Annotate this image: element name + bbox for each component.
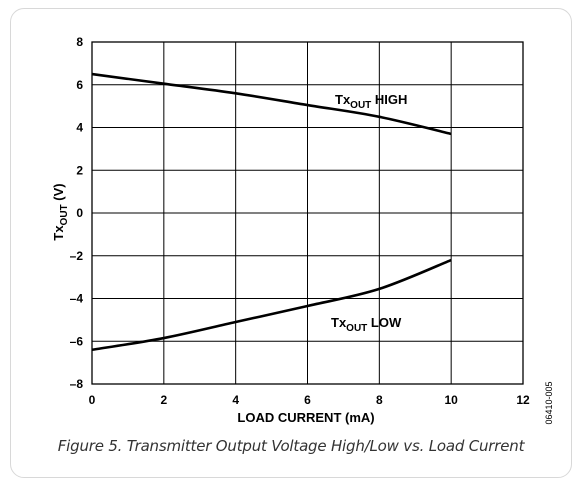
series-layer (91, 72, 452, 352)
series-label-low-sub: OUT (346, 323, 367, 334)
y-tick-label: –6 (70, 334, 84, 348)
figure-id: 06410-005 (544, 381, 554, 424)
y-tick-label: 8 (76, 35, 83, 49)
y-tick-labels: 8 6 4 2 0 –2 –4 –6 –8 (70, 35, 84, 391)
x-tick-label: 6 (304, 393, 311, 407)
y-tick-label: –2 (70, 249, 84, 263)
y-tick-label: 6 (76, 78, 83, 92)
figure-caption: Figure 5. Transmitter Output Voltage Hig… (57, 437, 525, 455)
x-tick-label: 12 (516, 393, 530, 407)
series-label-high-sub: OUT (350, 100, 371, 111)
series-label-high-suffix: HIGH (371, 92, 407, 107)
y-axis-title-sub: OUT (59, 204, 70, 225)
y-tick-label: –8 (70, 377, 84, 391)
grid (92, 42, 523, 384)
series-label-high-main: Tx (335, 92, 351, 107)
x-axis-title: LOAD CURRENT (mA) (237, 410, 374, 425)
series-label-low-suffix: LOW (367, 315, 402, 330)
y-tick-label: 2 (76, 163, 83, 177)
x-tick-label: 0 (89, 393, 96, 407)
y-axis-title-unit: (V) (51, 183, 66, 204)
series-label-low-main: Tx (331, 315, 347, 330)
series-line-low (91, 258, 452, 352)
x-tick-label: 4 (232, 393, 239, 407)
y-axis-title: TxOUT (V) (51, 183, 70, 240)
series-label-high: TxOUT HIGH (335, 92, 407, 111)
plot-border (91, 41, 524, 385)
x-tick-label: 2 (160, 393, 167, 407)
y-tick-label: 4 (76, 121, 83, 135)
x-tick-labels: 0 2 4 6 8 10 12 (89, 393, 530, 407)
series-label-low: TxOUT LOW (331, 315, 402, 334)
x-tick-label: 8 (376, 393, 383, 407)
figure-frame (10, 8, 572, 478)
series-line-high (91, 72, 452, 136)
y-tick-label: –4 (70, 292, 84, 306)
y-tick-label: 0 (76, 206, 83, 220)
y-axis-title-main: Tx (51, 225, 66, 241)
x-tick-label: 10 (444, 393, 458, 407)
